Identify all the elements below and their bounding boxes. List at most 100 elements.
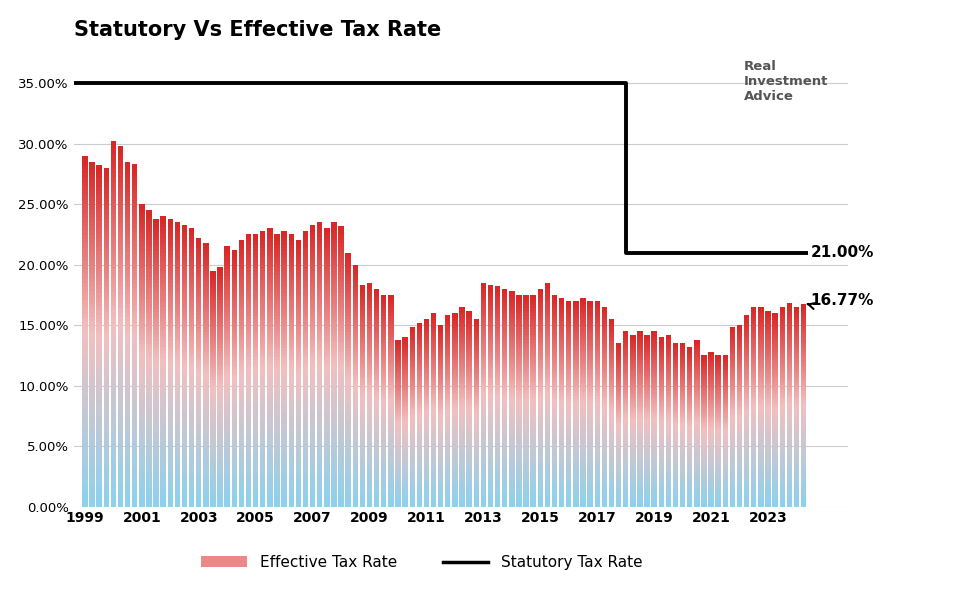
Bar: [353, 389, 358, 392]
Bar: [665, 498, 671, 500]
Bar: [495, 380, 501, 383]
Bar: [694, 354, 700, 356]
Bar: [260, 489, 266, 493]
Bar: [346, 475, 351, 478]
Bar: [751, 487, 757, 489]
Bar: [231, 458, 237, 462]
Bar: [388, 345, 394, 348]
Bar: [580, 374, 586, 376]
Bar: [274, 411, 279, 415]
Bar: [260, 389, 266, 393]
Bar: [89, 278, 95, 283]
Bar: [395, 398, 401, 400]
Bar: [466, 327, 471, 330]
Bar: [82, 204, 87, 209]
Bar: [89, 403, 95, 408]
Bar: [510, 359, 514, 361]
Bar: [523, 316, 529, 319]
Bar: [665, 485, 671, 487]
Bar: [403, 502, 408, 504]
Bar: [473, 466, 479, 469]
Bar: [146, 503, 152, 507]
Bar: [630, 386, 635, 389]
Bar: [211, 395, 216, 398]
Bar: [403, 504, 408, 507]
Bar: [794, 422, 799, 424]
Bar: [281, 455, 287, 458]
Bar: [189, 360, 194, 364]
Bar: [218, 273, 222, 276]
Bar: [737, 366, 742, 368]
Bar: [367, 316, 372, 319]
Bar: [132, 378, 137, 382]
Bar: [96, 485, 102, 489]
Bar: [545, 361, 550, 364]
Bar: [118, 164, 123, 168]
Bar: [360, 401, 366, 404]
Bar: [89, 175, 95, 179]
Bar: [772, 439, 778, 441]
Bar: [765, 445, 770, 448]
Bar: [502, 381, 508, 384]
Bar: [346, 440, 351, 443]
Bar: [281, 330, 287, 334]
Bar: [431, 391, 436, 393]
Bar: [395, 454, 401, 456]
Bar: [403, 454, 408, 456]
Bar: [566, 437, 571, 440]
Bar: [659, 464, 664, 466]
Bar: [488, 365, 493, 368]
Bar: [395, 421, 401, 423]
Bar: [288, 333, 294, 336]
Bar: [416, 412, 422, 415]
Bar: [338, 293, 344, 296]
Bar: [132, 254, 137, 259]
Bar: [218, 444, 222, 446]
Bar: [353, 328, 358, 331]
Bar: [203, 253, 209, 256]
Bar: [623, 412, 628, 415]
Bar: [431, 330, 436, 332]
Bar: [96, 494, 102, 498]
Bar: [403, 373, 408, 375]
Bar: [416, 445, 422, 447]
Bar: [331, 382, 337, 386]
Bar: [231, 491, 237, 494]
Bar: [702, 461, 707, 463]
Bar: [630, 472, 635, 474]
Bar: [268, 353, 272, 357]
Bar: [445, 432, 451, 435]
Bar: [445, 335, 451, 337]
Bar: [196, 416, 202, 419]
Bar: [367, 476, 372, 479]
Bar: [224, 312, 230, 315]
Bar: [161, 503, 166, 507]
Bar: [751, 456, 757, 459]
Bar: [452, 361, 458, 364]
Bar: [595, 450, 600, 452]
Bar: [231, 337, 237, 340]
Bar: [652, 482, 657, 485]
Bar: [759, 406, 763, 409]
Bar: [687, 435, 693, 436]
Bar: [395, 484, 401, 486]
Bar: [759, 352, 763, 355]
Bar: [709, 369, 713, 371]
Bar: [338, 342, 344, 345]
Bar: [473, 340, 479, 343]
Bar: [104, 451, 109, 456]
Bar: [488, 479, 493, 482]
Bar: [246, 363, 251, 367]
Bar: [416, 461, 422, 463]
Bar: [765, 399, 770, 401]
Bar: [580, 369, 586, 371]
Bar: [445, 401, 451, 404]
Bar: [466, 342, 471, 345]
Bar: [139, 227, 144, 231]
Bar: [801, 349, 807, 352]
Bar: [530, 345, 536, 348]
Bar: [495, 418, 501, 421]
Bar: [360, 293, 366, 296]
Bar: [765, 365, 770, 367]
Bar: [132, 340, 137, 344]
